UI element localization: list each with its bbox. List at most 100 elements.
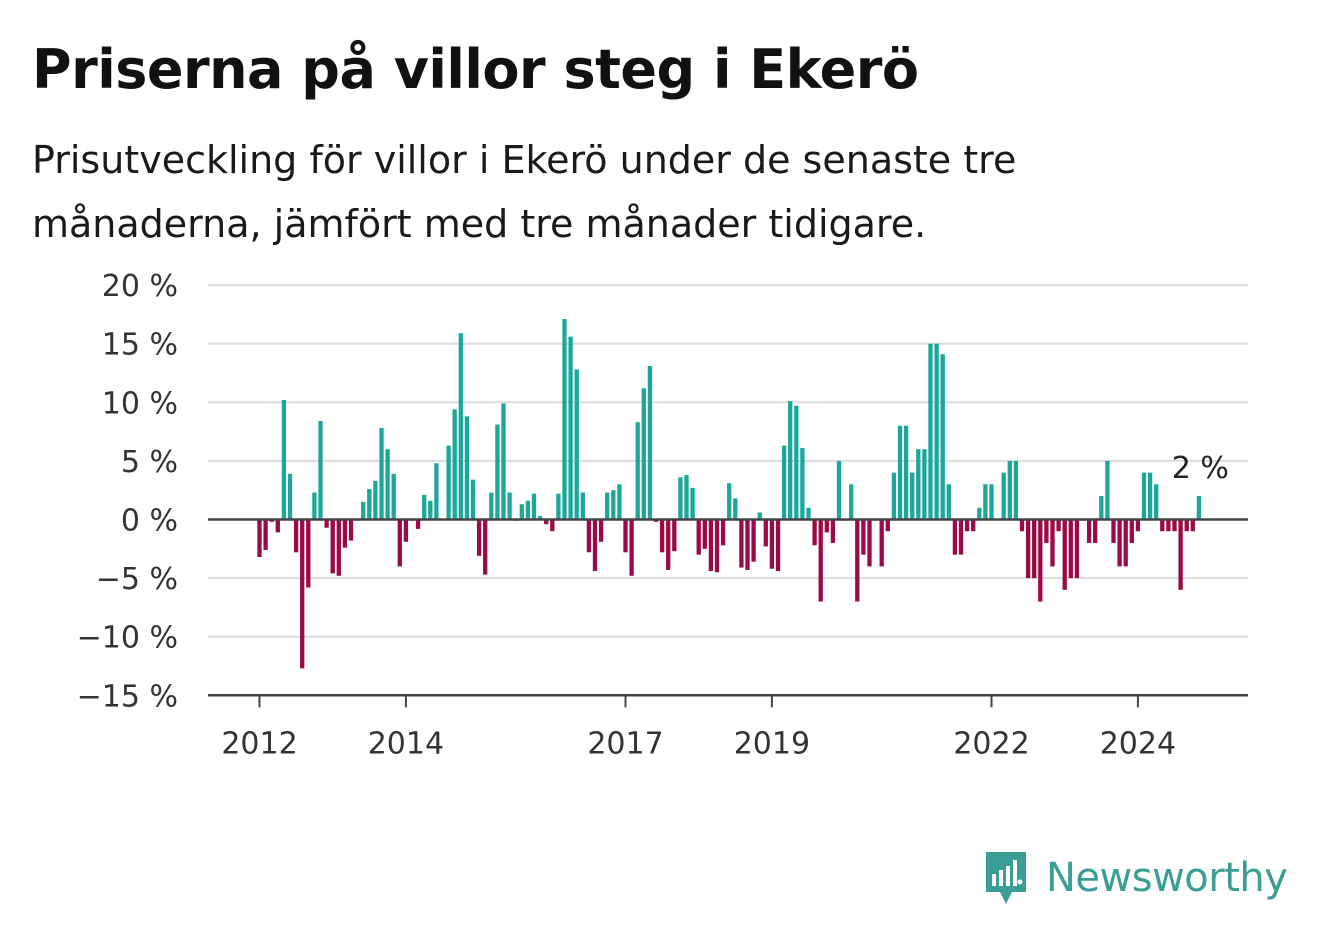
- bars: [257, 319, 1202, 669]
- bar: [910, 472, 915, 520]
- bar: [452, 409, 457, 520]
- bar: [1086, 519, 1092, 543]
- bar: [489, 492, 494, 520]
- brand: Newsworthy: [982, 848, 1288, 908]
- bar: [483, 519, 488, 575]
- bar: [519, 504, 524, 520]
- bar: [556, 493, 561, 520]
- bar: [1154, 484, 1159, 520]
- bar: [940, 354, 945, 520]
- bar: [781, 445, 787, 520]
- bar: [879, 519, 884, 567]
- bar: [501, 403, 506, 520]
- bar: [855, 519, 860, 602]
- bar: [1019, 519, 1025, 532]
- y-tick-label: 10 %: [102, 386, 178, 421]
- bar: [476, 519, 482, 556]
- bar: [1025, 519, 1031, 579]
- bar: [788, 401, 793, 520]
- bar: [745, 519, 750, 570]
- bar: [1111, 519, 1116, 543]
- bar: [818, 519, 823, 602]
- bar: [659, 519, 665, 553]
- bar: [568, 336, 573, 520]
- bar: [592, 519, 598, 572]
- bar: [300, 519, 305, 669]
- bar: [324, 519, 329, 528]
- bar: [531, 493, 537, 520]
- bar: [946, 484, 951, 520]
- bar: [397, 519, 402, 567]
- bar: [635, 422, 640, 520]
- bar: [1105, 460, 1110, 520]
- y-tick-label: −15 %: [77, 679, 178, 714]
- bar: [550, 519, 555, 532]
- bar: [751, 519, 756, 562]
- bar: [318, 421, 323, 520]
- bar: [647, 365, 653, 520]
- bar: [916, 449, 921, 520]
- bar: [464, 416, 470, 520]
- bar: [1129, 519, 1134, 543]
- bar: [971, 519, 976, 532]
- bar: [1166, 519, 1171, 532]
- bar: [385, 449, 390, 520]
- bar: [428, 500, 433, 520]
- x-tick-label: 2014: [368, 726, 444, 761]
- bar: [342, 519, 348, 548]
- bar: [769, 519, 775, 569]
- bar: [934, 343, 939, 520]
- bar: [1190, 519, 1195, 532]
- bar: [714, 519, 720, 573]
- bar: [708, 519, 714, 572]
- bar: [403, 519, 409, 542]
- bar: [922, 449, 927, 520]
- bar: [666, 519, 671, 570]
- y-tick-label: 15 %: [102, 328, 178, 363]
- bar: [739, 519, 744, 568]
- bar: [1050, 519, 1055, 567]
- bar: [1013, 460, 1019, 520]
- bar: [293, 519, 299, 553]
- bar: [678, 477, 683, 520]
- bar: [690, 487, 695, 520]
- bar: [1074, 519, 1080, 579]
- bar: [275, 519, 280, 533]
- bar: [537, 515, 543, 520]
- bar: [598, 519, 604, 542]
- bar: [257, 519, 262, 558]
- brand-name: Newsworthy: [1046, 855, 1288, 901]
- bar: [928, 343, 933, 520]
- bar: [574, 369, 579, 520]
- bar: [617, 484, 622, 520]
- bar: [379, 428, 384, 520]
- y-tick-label: −10 %: [77, 621, 178, 656]
- bar: [958, 519, 964, 555]
- bar: [544, 519, 549, 525]
- y-tick-label: 0 %: [121, 504, 178, 539]
- bar: [422, 494, 427, 520]
- bar: [763, 519, 768, 547]
- bar: [641, 388, 646, 520]
- x-tick-label: 2019: [734, 726, 810, 761]
- bar: [1184, 519, 1189, 532]
- bar: [983, 484, 988, 520]
- chart-subtitle: Prisutveckling för villor i Ekerö under …: [32, 138, 1017, 246]
- bar: [1117, 519, 1122, 567]
- bar: [867, 519, 872, 567]
- bar: [849, 484, 854, 520]
- bar: [836, 460, 842, 520]
- y-tick-label: −5 %: [96, 562, 178, 597]
- bar: [1141, 472, 1147, 520]
- bar: [1172, 519, 1177, 532]
- axes: [208, 518, 1248, 708]
- x-tick-label: 2017: [587, 726, 663, 761]
- bar: [348, 519, 354, 541]
- bar: [794, 405, 799, 520]
- bar: [361, 501, 366, 520]
- bar: [1001, 472, 1006, 520]
- bar: [312, 492, 317, 520]
- bar: [964, 519, 970, 532]
- gridlines: [208, 284, 1248, 638]
